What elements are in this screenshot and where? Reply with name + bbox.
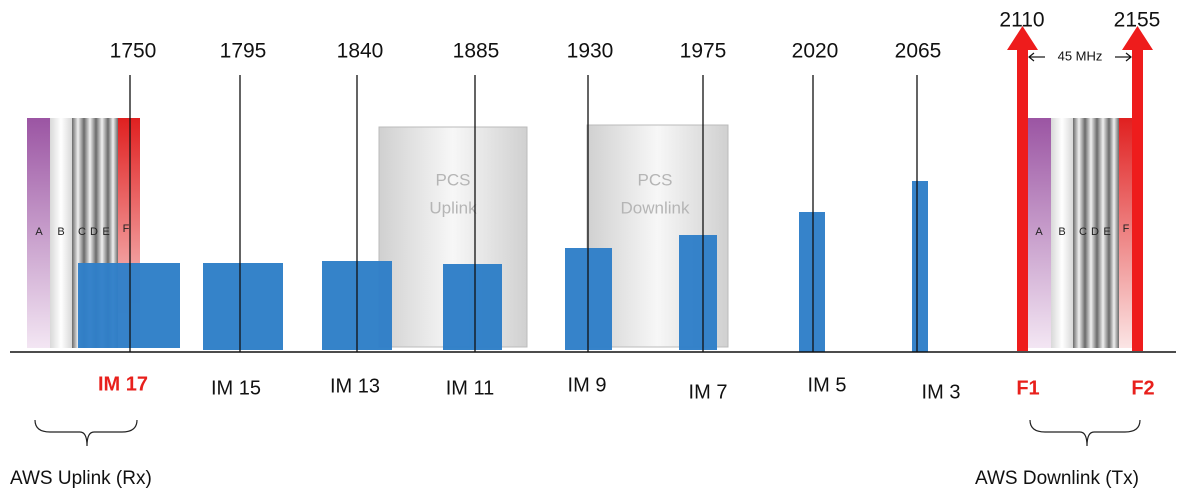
carrier-arrowhead [1122,26,1153,50]
frequency-label: 2065 [895,40,942,63]
im-bar [443,264,502,350]
band-label: AWS Uplink (Rx) [10,468,152,489]
frequency-label: 2155 [1114,9,1161,32]
im-label: IM 7 [689,381,728,403]
channel: C [1079,226,1087,238]
im-label: IM 15 [211,377,261,399]
channel: D [90,226,98,238]
carrier-arrow [1132,48,1143,351]
channel: B [57,226,64,238]
im-bar [203,263,283,350]
channel: B [1058,226,1065,238]
carrier-arrow [1017,48,1028,351]
pcs-label: Uplink [429,198,477,217]
carrier-label: F1 [1016,377,1039,399]
frequency-lines [129,75,918,352]
channel: A [35,226,43,238]
channel: C [78,226,86,238]
band-label: AWS Downlink (Tx) [975,468,1139,489]
carrier-arrows [1007,26,1153,351]
carrier-label: F2 [1131,377,1154,399]
channel: A [1035,226,1043,238]
pcs-label: Downlink [621,198,690,217]
frequency-label: 1975 [680,40,727,63]
im-bars [78,181,928,352]
channel: D [1091,226,1099,238]
channel: E [102,226,109,238]
channel: F [123,223,130,235]
im-label: IM 17 [98,373,148,395]
im-label: IM 13 [330,375,380,397]
carrier-arrowhead [1007,26,1038,50]
im-label: IM 5 [808,374,847,396]
spacing-label: 45 MHz [1058,48,1103,63]
frequency-label: 1840 [337,40,384,63]
frequency-label: 1750 [110,40,157,63]
im-label: IM 11 [446,377,495,399]
frequency-label: 1885 [453,40,500,63]
frequency-label: 2110 [999,9,1044,32]
im-label: IM 3 [922,381,961,403]
channel: E [1103,226,1110,238]
spacing-arrow [1028,52,1132,62]
pcs-label: PCS [638,170,673,189]
channel: F [1123,223,1130,235]
frequency-label: 1930 [567,40,614,63]
im-label: IM 9 [568,374,607,396]
brace [34,419,138,447]
im-bar [78,263,180,348]
frequency-label: 2020 [792,40,839,63]
brace [1029,419,1141,447]
pcs-label: PCS [436,170,471,189]
im-bar [799,212,825,352]
im-bar [912,181,928,352]
im-bar [679,235,717,350]
frequency-label: 1795 [220,40,267,63]
channel-letters: A B C D E F A B C D E F [35,223,1129,238]
